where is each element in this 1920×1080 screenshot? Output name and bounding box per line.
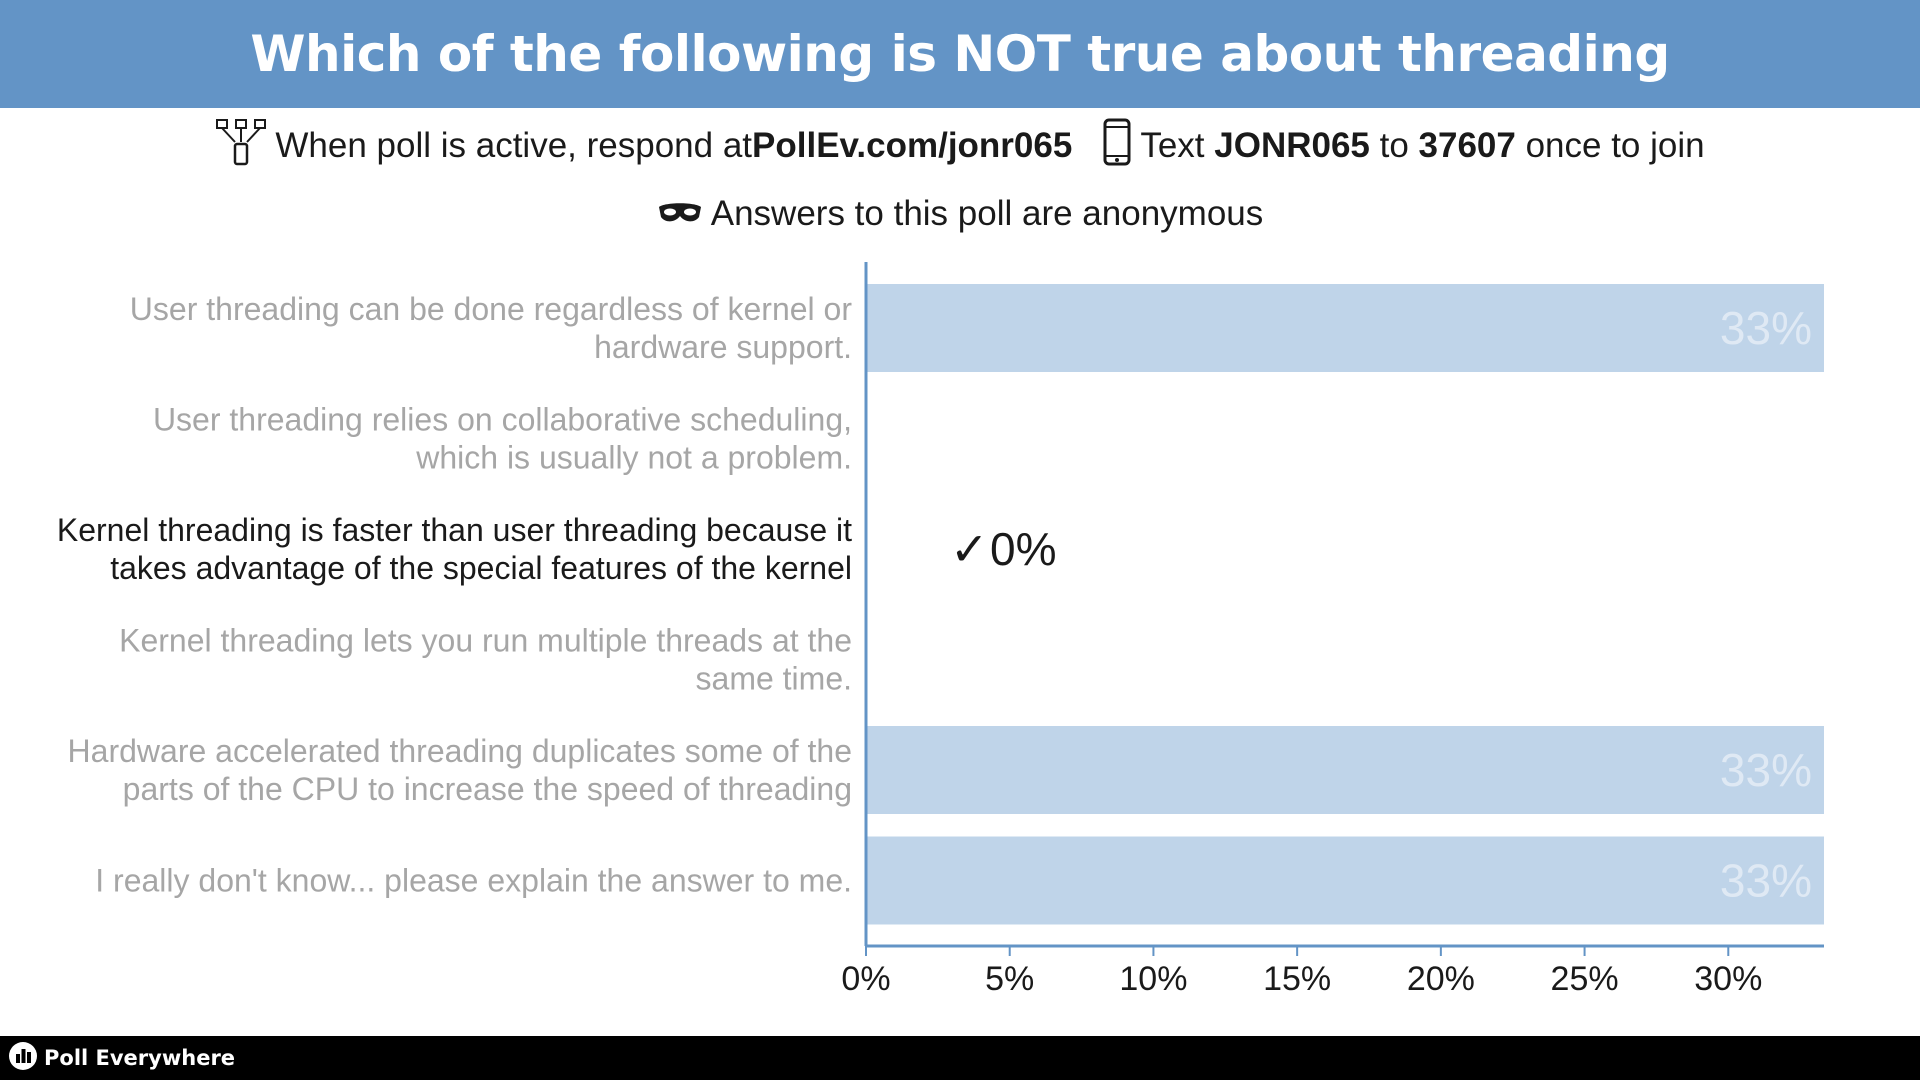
category-label-4-line-0: Hardware accelerated threading duplicate… (68, 733, 852, 769)
category-label-1-line-1: which is usually not a problem. (415, 440, 852, 476)
poll-title: Which of the following is NOT true about… (250, 25, 1670, 83)
bar-4 (866, 726, 1824, 814)
bar-5 (866, 836, 1824, 925)
x-tick-label-0: 0% (841, 960, 890, 998)
footer-bar: Poll Everywhere (0, 1036, 1920, 1080)
x-tick-label-6: 30% (1694, 960, 1762, 998)
poll-everywhere-logo-icon (8, 1041, 38, 1076)
web-prefix: When poll is active, respond at (275, 126, 753, 165)
x-tick-label-3: 15% (1263, 960, 1331, 998)
anonymous-text: Answers to this poll are anonymous (710, 194, 1264, 233)
bar-0 (866, 284, 1824, 372)
text-to: to (1369, 126, 1419, 165)
text-number: 37607 (1418, 126, 1516, 165)
anonymous-notice: Answers to this poll are anonymous (0, 186, 1920, 242)
category-label-4-line-1: parts of the CPU to increase the speed o… (123, 771, 852, 807)
network-icon (215, 118, 267, 175)
category-label-5-line-0: I really don't know... please explain th… (95, 863, 852, 899)
phone-icon (1102, 118, 1132, 175)
value-label-2: 0% (990, 523, 1056, 575)
category-label-2-line-0: Kernel threading is faster than user thr… (57, 512, 852, 548)
category-label-2-line-1: takes advantage of the special features … (110, 550, 852, 586)
header-bar: Which of the following is NOT true about… (0, 0, 1920, 108)
x-tick-label-4: 20% (1407, 960, 1475, 998)
text-suffix: once to join (1515, 126, 1705, 165)
value-label-5: 33% (1720, 855, 1812, 907)
mask-icon (657, 194, 703, 234)
text-instructions: Text JONR065 to 37607 once to join (1102, 118, 1705, 175)
text-code: JONR065 (1214, 126, 1370, 165)
x-tick-label-5: 25% (1551, 960, 1619, 998)
value-label-0: 33% (1720, 302, 1812, 354)
value-label-4: 33% (1720, 744, 1812, 796)
category-label-3-line-1: same time. (696, 661, 852, 697)
x-tick-label-2: 10% (1119, 960, 1187, 998)
web-url: PollEv.com/jonr065 (752, 126, 1073, 165)
web-instructions: When poll is active, respond at PollEv.c… (215, 118, 1072, 175)
category-label-1-line-0: User threading relies on collaborative s… (153, 402, 852, 438)
correct-checkmark: ✓ (950, 522, 989, 576)
category-label-3-line-0: Kernel threading lets you run multiple t… (119, 623, 852, 659)
category-label-0-line-0: User threading can be done regardless of… (130, 291, 853, 327)
join-instructions: When poll is active, respond at PollEv.c… (0, 118, 1920, 174)
x-tick-label-1: 5% (985, 960, 1034, 998)
category-label-0-line-1: hardware support. (594, 329, 852, 365)
text-prefix: Text (1140, 126, 1215, 165)
brand-name: Poll Everywhere (44, 1046, 236, 1070)
